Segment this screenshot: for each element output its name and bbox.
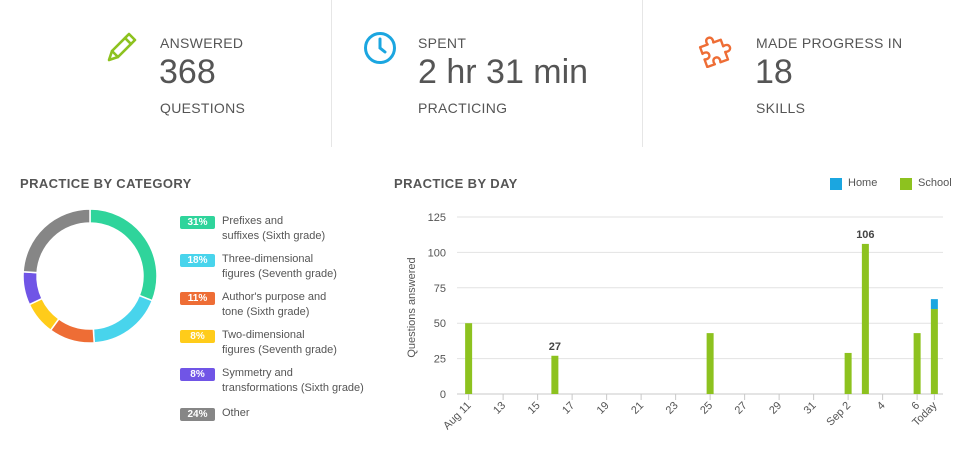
- category-label-line1: Two-dimensional: [222, 329, 305, 341]
- stat-label: MADE PROGRESS IN: [756, 35, 903, 51]
- category-percent-badge: 31%: [180, 216, 215, 229]
- stat-value: 2 hr 31 min: [418, 53, 589, 91]
- x-tick-label: Aug 11: [441, 400, 474, 433]
- pencil-icon: [107, 32, 137, 62]
- stat-answered: ANSWERED 368 QUESTIONS: [0, 0, 331, 147]
- category-label: Other: [222, 406, 250, 421]
- stat-sub-label: PRACTICING: [418, 100, 508, 116]
- category-label: Two-dimensional figures (Seventh grade): [222, 328, 337, 358]
- donut-slice[interactable]: [49, 317, 96, 344]
- y-tick-label: 50: [434, 318, 446, 330]
- stat-label: SPENT: [418, 35, 467, 51]
- stat-sub-label: QUESTIONS: [160, 100, 246, 116]
- legend-label: School: [918, 177, 952, 189]
- category-percent-badge: 8%: [180, 330, 215, 343]
- bar-school[interactable]: [861, 243, 869, 394]
- donut-slice[interactable]: [89, 208, 158, 302]
- bar-school[interactable]: [465, 323, 473, 394]
- x-tick-label: 15: [526, 400, 543, 417]
- category-percent-badge: 8%: [180, 368, 215, 381]
- practice-by-day-chart: 0 25 50 75 100 125 Questions answered 27 106 Aug …: [406, 212, 943, 433]
- category-section-title: PRACTICE BY CATEGORY: [20, 176, 192, 191]
- puzzle-piece-icon: [698, 36, 732, 68]
- stat-value: 18: [755, 53, 793, 91]
- y-tick-label: 25: [434, 354, 446, 366]
- category-label-line1: Other: [222, 407, 250, 419]
- day-section-title: PRACTICE BY DAY: [394, 176, 518, 191]
- x-tick-label: 4: [875, 400, 888, 413]
- bar-school[interactable]: [706, 333, 714, 394]
- stat-spent: SPENT 2 hr 31 min PRACTICING: [332, 0, 642, 147]
- x-tick-label: Sep 2: [824, 400, 853, 429]
- category-percent-badge: 18%: [180, 254, 215, 267]
- x-tick-label: 31: [802, 400, 819, 417]
- donut-slice[interactable]: [22, 270, 44, 306]
- stat-label: ANSWERED: [160, 35, 244, 51]
- x-tick-label: 29: [767, 400, 784, 417]
- bar-school[interactable]: [844, 352, 852, 394]
- category-label: Author's purpose and tone (Sixth grade): [222, 290, 326, 320]
- y-tick-label: 100: [428, 247, 446, 259]
- category-label-line2: figures (Seventh grade): [222, 268, 337, 280]
- category-label-line2: figures (Seventh grade): [222, 344, 337, 356]
- stat-sub-label: SKILLS: [756, 100, 806, 116]
- bar-school[interactable]: [913, 333, 921, 394]
- donut-slice[interactable]: [28, 297, 60, 332]
- bar-home[interactable]: [930, 299, 938, 310]
- legend-swatch-school: [900, 178, 912, 190]
- x-tick-label: 17: [560, 400, 577, 417]
- donut-slice[interactable]: [92, 294, 154, 344]
- stat-progress: MADE PROGRESS IN 18 SKILLS: [643, 0, 977, 147]
- category-label: Prefixes and suffixes (Sixth grade): [222, 214, 325, 244]
- stat-value: 368: [159, 53, 216, 91]
- x-tick-label: 25: [698, 400, 715, 417]
- legend-label: Home: [848, 177, 878, 189]
- y-tick-label: 125: [428, 212, 446, 224]
- clock-icon: [364, 32, 396, 64]
- bar-data-label: 106: [856, 229, 874, 241]
- category-label-line2: transformations (Sixth grade): [222, 382, 364, 394]
- category-label-line1: Three-dimensional: [222, 253, 314, 265]
- category-label-line1: Author's purpose and: [222, 291, 327, 303]
- bar-school[interactable]: [551, 355, 559, 394]
- category-label-line1: Prefixes and: [222, 215, 284, 227]
- stats-summary: ANSWERED 368 QUESTIONS SPENT 2 hr 31 min…: [0, 0, 977, 147]
- divider: [331, 0, 332, 147]
- x-tick-label: 27: [733, 400, 750, 417]
- category-label: Three-dimensional figures (Seventh grade): [222, 252, 337, 282]
- x-tick-label: 23: [664, 400, 681, 417]
- category-percent-badge: 11%: [180, 292, 215, 305]
- category-label-line1: Symmetry and: [222, 367, 293, 379]
- x-tick-label: 21: [629, 400, 646, 417]
- category-donut-chart: [22, 208, 158, 344]
- category-label: Symmetry and transformations (Sixth grade…: [222, 366, 364, 396]
- legend-swatch-home: [830, 178, 842, 190]
- x-tick-label: 13: [491, 400, 508, 417]
- donut-slice[interactable]: [22, 208, 91, 274]
- divider: [642, 0, 643, 147]
- category-percent-badge: 24%: [180, 408, 215, 421]
- y-tick-label: 0: [440, 389, 446, 401]
- bar-school[interactable]: [930, 309, 938, 394]
- y-axis-label: Questions answered: [406, 257, 418, 357]
- y-tick-label: 75: [434, 283, 446, 295]
- category-label-line2: tone (Sixth grade): [222, 306, 310, 318]
- category-label-line2: suffixes (Sixth grade): [222, 230, 326, 242]
- x-tick-label: 19: [595, 400, 612, 417]
- bar-data-label: 27: [549, 341, 561, 353]
